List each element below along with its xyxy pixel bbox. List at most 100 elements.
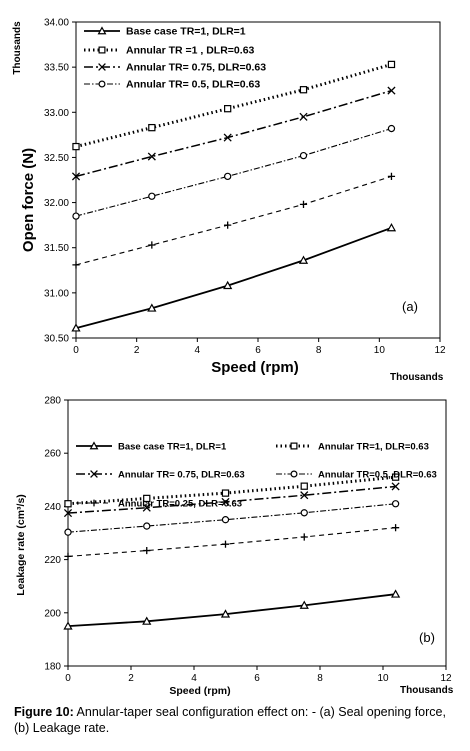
chart1-data-point bbox=[64, 552, 72, 561]
chart1-data-point bbox=[142, 616, 152, 625]
chart1-data-point bbox=[64, 500, 72, 508]
chart0-x-tick-label: 4 bbox=[195, 345, 201, 356]
chart0-data-point bbox=[224, 172, 232, 181]
chart0-data-point bbox=[148, 241, 156, 249]
chart1-data-point bbox=[391, 482, 400, 491]
chart0-data-point bbox=[299, 112, 308, 121]
chart1-x-tick-label: 10 bbox=[377, 673, 389, 684]
chart1-data-point bbox=[390, 589, 401, 598]
chart1-legend-label: Annular TR=1, DLR=0.63 bbox=[318, 442, 429, 453]
chart1-legend-marker bbox=[90, 499, 98, 507]
chart1-data-point bbox=[221, 489, 230, 497]
chart0-series-line bbox=[75, 128, 392, 217]
chart0-legend-label: Annular TR= 0.75, DLR=0.63 bbox=[126, 62, 266, 74]
chart1-legend-entry-2: Annular TR= 0.75, DLR=0.63 bbox=[76, 470, 245, 481]
chart1-data-point bbox=[300, 533, 308, 541]
chart0-y-axis-label: Open force (N) bbox=[20, 148, 37, 252]
chart0-y-tick-label: 32.50 bbox=[44, 153, 69, 164]
chart1-x-tick-label: 8 bbox=[317, 673, 323, 684]
chart0-series-3 bbox=[72, 124, 396, 220]
chart0-data-point bbox=[72, 142, 80, 151]
chart1-legend-label: Annular TR=0.5, DLR=0.63 bbox=[318, 470, 437, 481]
chart0-legend-entry-1: Annular TR =1 , DLR=0.63 bbox=[84, 45, 255, 57]
chart1-y-tick-label: 240 bbox=[44, 502, 61, 513]
chart1-legend-marker bbox=[290, 442, 298, 450]
chart0-legend-label: Base case TR=1, DLR=1 bbox=[126, 26, 246, 38]
chart0-series-line bbox=[75, 89, 392, 178]
chart1-legend-entry-1: Annular TR=1, DLR=0.63 bbox=[276, 442, 429, 453]
chart1-series-line bbox=[67, 527, 396, 557]
chart1-series-4 bbox=[64, 524, 400, 561]
chart0-y-multiplier: Thousands bbox=[12, 21, 23, 75]
chart0-legend-marker bbox=[97, 26, 107, 35]
chart0-x-tick-label: 2 bbox=[134, 345, 140, 356]
chart0-data-point bbox=[71, 172, 81, 181]
chart0-y-tick-label: 30.50 bbox=[44, 334, 69, 345]
chart0-data-point bbox=[72, 212, 80, 220]
chart0-data-point bbox=[71, 323, 81, 332]
chart0-data-point bbox=[147, 152, 156, 161]
chart0-y-tick-label: 34.00 bbox=[44, 18, 69, 29]
chart0-data-point bbox=[223, 280, 233, 290]
chart1-legend-marker bbox=[90, 470, 98, 478]
chart0-y-tick-label: 33.50 bbox=[44, 63, 69, 74]
chart0-legend-marker bbox=[98, 63, 106, 71]
chart0-data-point bbox=[387, 60, 396, 69]
chart0-data-point bbox=[224, 105, 232, 113]
chart0-data-point bbox=[224, 221, 232, 229]
chart0-legend-label: Annular TR =1 , DLR=0.63 bbox=[126, 45, 255, 57]
chart1-legend-entry-0: Base case TR=1, DLR=1 bbox=[76, 441, 227, 453]
chart0-series-line bbox=[75, 62, 392, 149]
chart0-series-line bbox=[75, 227, 392, 329]
chart1-y-axis-label: Leakage rate (cm³/s) bbox=[15, 494, 27, 596]
chart1-data-point bbox=[143, 494, 151, 503]
chart1-legend-label: Annular TR= 0.75, DLR=0.63 bbox=[118, 470, 245, 481]
chart1-y-tick-label: 280 bbox=[44, 396, 61, 407]
chart0-legend-entry-0: Base case TR=1, DLR=1 bbox=[84, 26, 246, 38]
chart1-data-point bbox=[391, 473, 400, 481]
chart0-data-point bbox=[387, 86, 396, 95]
chart1-y-tick-label: 180 bbox=[44, 662, 61, 673]
chart0-x-tick-label: 8 bbox=[316, 345, 322, 356]
chart1-x-tick-label: 4 bbox=[191, 673, 197, 684]
caption-label: Figure 10: bbox=[14, 705, 74, 719]
chart1-data-point bbox=[221, 497, 230, 506]
chart1-data-point bbox=[142, 503, 151, 512]
chart0-x-tick-label: 0 bbox=[73, 345, 79, 356]
chart0-legend-entry-3: Annular TR= 0.5, DLR=0.63 bbox=[84, 79, 260, 91]
chart0-y-tick-label: 33.00 bbox=[44, 108, 69, 119]
chart0-x-tick-label: 12 bbox=[434, 345, 446, 356]
chart0-data-point bbox=[72, 261, 80, 269]
chart0-y-tick-label: 31.00 bbox=[44, 288, 69, 299]
chart1-data-point bbox=[63, 508, 73, 518]
chart0-data-point bbox=[386, 223, 397, 232]
chart0-series-line bbox=[75, 175, 392, 266]
chart1-data-point bbox=[220, 609, 231, 618]
chart1-legend-label: Annular TR=0.25, DLR=0.63 bbox=[118, 499, 242, 510]
chart0-data-point bbox=[299, 200, 308, 208]
chart1-data-point bbox=[143, 522, 151, 530]
chart1-legend-entry-4: Annular TR=0.25, DLR=0.63 bbox=[76, 499, 242, 510]
chart0-data-point bbox=[223, 133, 232, 142]
chart1-series-2 bbox=[63, 482, 400, 518]
chart0-panel-label: (a) bbox=[402, 299, 418, 314]
chart0-x-tick-label: 10 bbox=[374, 345, 386, 356]
chart1-series-0 bbox=[63, 589, 401, 630]
chart0-legend-marker bbox=[98, 46, 106, 54]
chart0-data-point bbox=[299, 151, 308, 160]
chart1-series-3 bbox=[64, 500, 400, 536]
chart0-data-point bbox=[298, 255, 309, 264]
chart1-x-tick-label: 2 bbox=[128, 673, 134, 684]
chart1-x-axis-label: Speed (rpm) bbox=[169, 685, 230, 697]
chart0-legend-entry-2: Annular TR= 0.75, DLR=0.63 bbox=[84, 62, 266, 74]
chart0-data-point bbox=[387, 124, 396, 133]
chart1-data-point bbox=[300, 482, 308, 490]
chart1-series-line bbox=[67, 593, 396, 627]
chart1-legend-label: Base case TR=1, DLR=1 bbox=[118, 442, 227, 453]
chart0-series-2 bbox=[71, 86, 396, 181]
chart0-y-tick-label: 32.00 bbox=[44, 198, 69, 209]
chart1-legend-marker bbox=[89, 441, 99, 450]
chart0-series-0 bbox=[71, 223, 397, 332]
chart1-data-point bbox=[221, 516, 230, 524]
chart1-y-tick-label: 200 bbox=[44, 608, 61, 619]
